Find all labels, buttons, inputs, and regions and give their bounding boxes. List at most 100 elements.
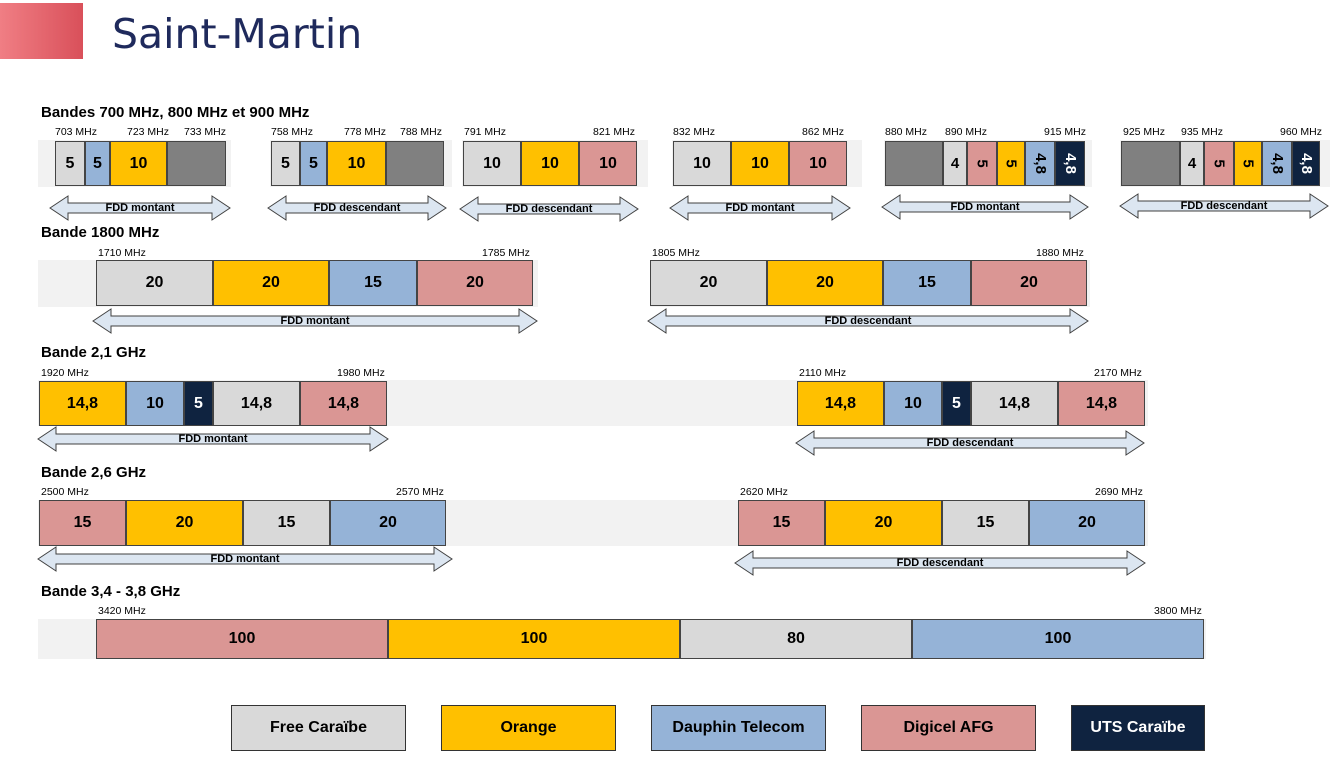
- segment-label: 14,8: [998, 394, 1031, 412]
- spectrum-segment-dauphin: 10: [884, 381, 942, 426]
- spectrum-segment-orange: 14,8: [39, 381, 126, 426]
- spectrum-segment-uts: 5: [942, 381, 971, 426]
- frequency-label: 2500 MHz: [41, 486, 89, 498]
- frequency-label: 1805 MHz: [652, 247, 700, 259]
- frequency-label: 890 MHz: [945, 126, 988, 138]
- frequency-label: 821 MHz: [593, 126, 636, 138]
- duplex-arrow: [881, 194, 1089, 220]
- duplex-label: FDD montant: [725, 202, 795, 214]
- segment-label: 5: [93, 154, 102, 172]
- spectrum-segment-dauphin: 4,8: [1025, 141, 1055, 186]
- spectrum-segment-digicel: 15: [738, 500, 825, 546]
- frequency-label: 862 MHz: [802, 126, 845, 138]
- segment-label: 5: [1239, 159, 1257, 168]
- segment-label: 5: [194, 394, 203, 412]
- duplex-arrow: [49, 195, 231, 221]
- spectrum-segment-orange: 5: [997, 141, 1025, 186]
- segment-label: 100: [1044, 630, 1072, 647]
- segment-label: 10: [599, 154, 617, 172]
- spectrum-segment-dauphin: 15: [883, 260, 971, 306]
- spectrum-segment-dauphin: 5: [300, 141, 327, 186]
- frequency-label: 788 MHz: [400, 126, 443, 138]
- duplex-label: FDD descendant: [505, 203, 593, 215]
- segment-label: 5: [973, 159, 991, 168]
- segment-label: 10: [904, 394, 922, 412]
- frequency-label: 3420 MHz: [98, 605, 146, 617]
- band-title: Bandes 700 MHz, 800 MHz et 900 MHz: [41, 104, 310, 121]
- segment-label: 15: [772, 514, 791, 531]
- spectrum-segment-unassigned: [167, 141, 226, 186]
- segment-label: 4: [950, 155, 960, 172]
- frequency-label: 832 MHz: [673, 126, 716, 138]
- spectrum-segment-free: 5: [55, 141, 85, 186]
- legend-item-digicel: Digicel AFG: [861, 705, 1036, 751]
- duplex-arrow: [459, 196, 639, 222]
- band-title: Bande 2,6 GHz: [41, 464, 147, 481]
- frequency-label: 935 MHz: [1181, 126, 1224, 138]
- segment-label: 15: [364, 274, 382, 291]
- segment-label: 15: [277, 514, 296, 531]
- band-title: Bande 3,4 - 3,8 GHz: [41, 583, 181, 600]
- frequency-label: 2170 MHz: [1094, 367, 1142, 379]
- segment-label: 20: [816, 274, 834, 291]
- segment-label: 20: [466, 274, 484, 291]
- spectrum-segment-dauphin: 20: [1029, 500, 1145, 546]
- duplex-arrow: [267, 195, 447, 221]
- segment-label: 14,8: [824, 394, 857, 412]
- spectrum-segment-dauphin: 5: [85, 141, 110, 186]
- frequency-label: 778 MHz: [344, 126, 387, 138]
- band-title: Bande 1800 MHz: [41, 224, 160, 241]
- page-title: Saint-Martin: [112, 10, 363, 58]
- spectrum-segment-free: 10: [463, 141, 521, 186]
- spectrum-segment-dauphin: 100: [912, 619, 1204, 659]
- duplex-label: FDD montant: [950, 201, 1020, 213]
- frequency-label: 880 MHz: [885, 126, 928, 138]
- duplex-arrow: [669, 195, 851, 221]
- segment-label: 10: [693, 154, 711, 172]
- spectrum-segment-digicel: 14,8: [1058, 381, 1145, 426]
- segment-label: 15: [73, 514, 92, 531]
- frequency-label: 2620 MHz: [740, 486, 788, 498]
- segment-label: 5: [309, 154, 318, 172]
- duplex-arrow: [37, 426, 389, 452]
- spectrum-segment-digicel: 15: [39, 500, 126, 546]
- duplex-arrow: [1119, 193, 1329, 219]
- segment-label: 10: [146, 394, 164, 412]
- spectrum-segment-dauphin: 10: [126, 381, 184, 426]
- spectrum-segment-uts: 4,8: [1055, 141, 1085, 186]
- frequency-label: 2570 MHz: [396, 486, 444, 498]
- segment-label: 10: [483, 154, 501, 172]
- segment-label: 100: [228, 630, 256, 647]
- spectrum-segment-orange: 10: [110, 141, 167, 186]
- spectrum-segment-free: 20: [96, 260, 213, 306]
- frequency-label: 960 MHz: [1280, 126, 1323, 138]
- spectrum-segment-digicel: 10: [579, 141, 637, 186]
- spectrum-segment-orange: 20: [767, 260, 883, 306]
- segment-label: 4,8: [1031, 153, 1049, 174]
- spectrum-segment-free: 15: [243, 500, 330, 546]
- spectrum-segment-digicel: 14,8: [300, 381, 387, 426]
- frequency-label: 733 MHz: [184, 126, 227, 138]
- spectrum-segment-orange: 100: [388, 619, 680, 659]
- segment-label: 5: [1002, 159, 1020, 168]
- segment-label: 20: [262, 274, 280, 291]
- segment-label: 4,8: [1268, 153, 1286, 174]
- legend-item-uts: UTS Caraïbe: [1071, 705, 1205, 751]
- duplex-arrow: [795, 430, 1145, 456]
- segment-label: 15: [918, 274, 936, 291]
- frequency-label: 915 MHz: [1044, 126, 1087, 138]
- spectrum-segment-orange: 20: [213, 260, 329, 306]
- segment-label: 10: [129, 154, 148, 172]
- spectrum-segment-orange: 20: [825, 500, 942, 546]
- spectrum-segment-free: 4: [943, 141, 967, 186]
- spectrum-segment-unassigned: [386, 141, 444, 186]
- spectrum-segment-dauphin: 20: [330, 500, 446, 546]
- spectrum-segment-digicel: 5: [967, 141, 997, 186]
- spectrum-segment-uts: 5: [184, 381, 213, 426]
- segment-label: 20: [175, 514, 194, 531]
- frequency-label: 2110 MHz: [799, 367, 847, 379]
- frequency-label: 1710 MHz: [98, 247, 146, 259]
- segment-label: 5: [952, 394, 961, 412]
- segment-label: 15: [976, 514, 995, 531]
- segment-label: 4,8: [1061, 153, 1079, 174]
